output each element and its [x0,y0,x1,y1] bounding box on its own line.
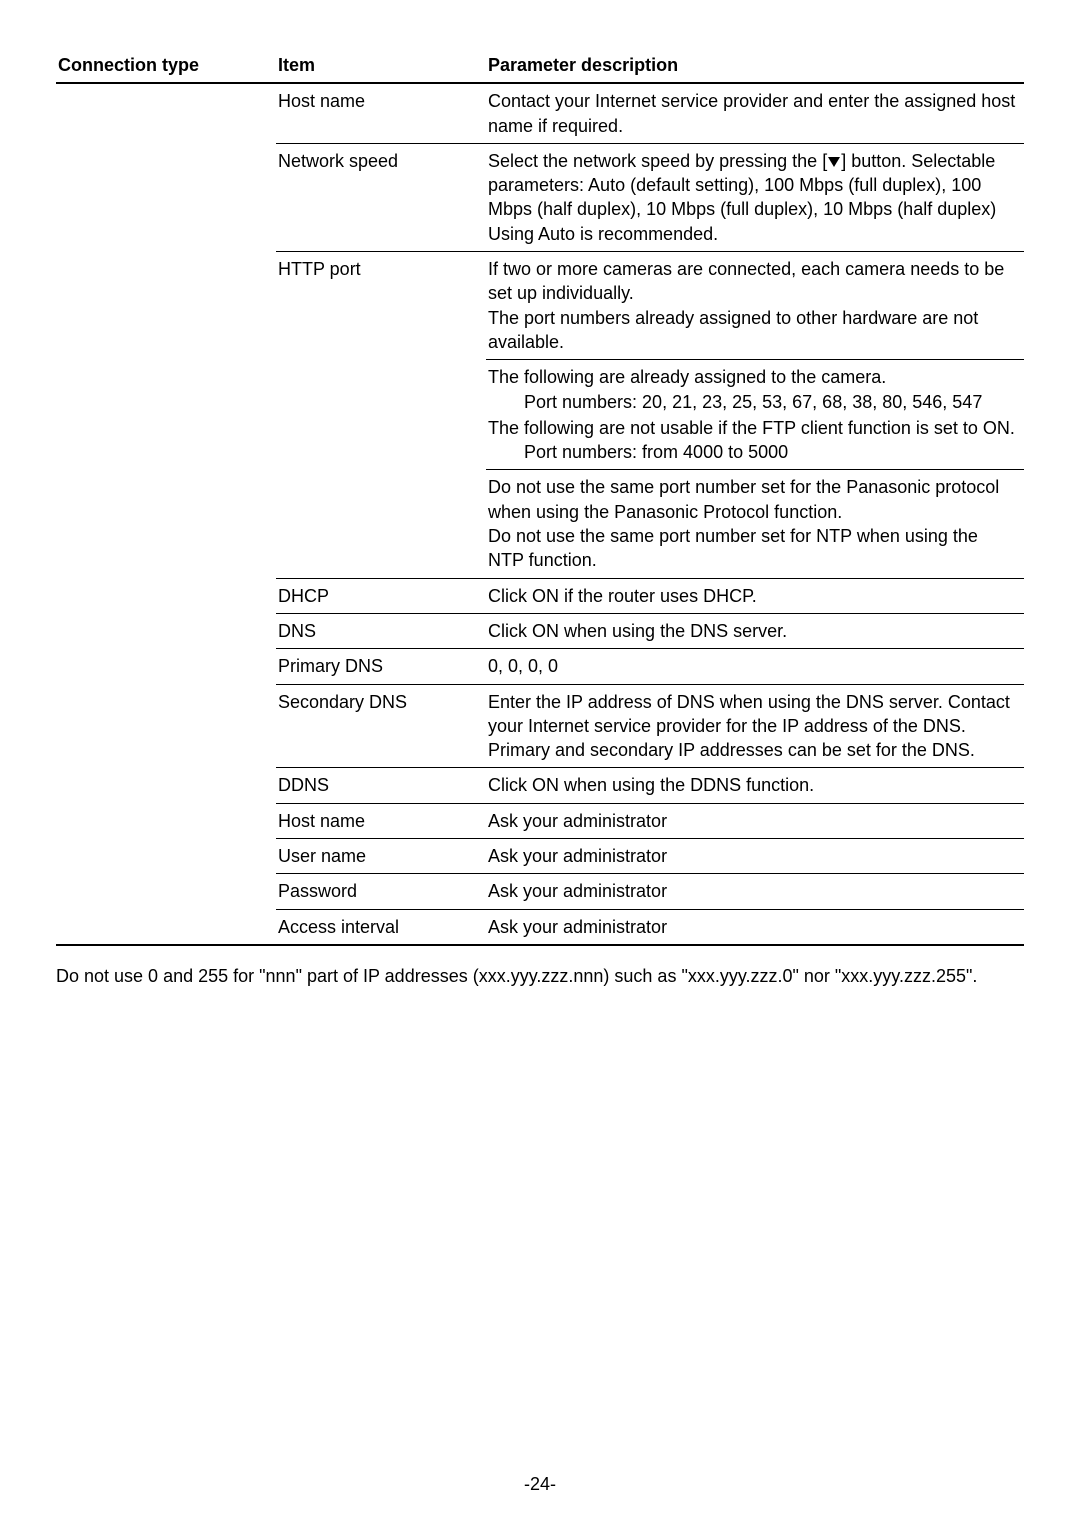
desc-http-port-1: If two or more cameras are connected, ea… [486,252,1024,360]
item-primary-dns: Primary DNS [276,649,486,684]
item-access-interval: Access interval [276,909,486,945]
item-secondary-dns: Secondary DNS [276,684,486,768]
desc-dns: Click ON when using the DNS server. [486,613,1024,648]
item-host-name-2: Host name [276,803,486,838]
desc-http-port-p4: The following are not usable if the FTP … [488,418,1015,438]
header-connection-type: Connection type [56,48,276,83]
row-host-name: Host name Contact your Internet service … [56,83,1024,143]
item-host-name: Host name [276,83,486,143]
desc-access-interval: Ask your administrator [486,909,1024,945]
desc-http-port-p3-ports: Port numbers: 20, 21, 23, 25, 53, 67, 68… [488,390,1018,414]
desc-http-port-p1: If two or more cameras are connected, ea… [488,259,1004,303]
desc-dhcp: Click ON if the router uses DHCP. [486,578,1024,613]
item-user-name: User name [276,839,486,874]
desc-secondary-dns: Enter the IP address of DNS when using t… [486,684,1024,768]
desc-http-port-p5: Do not use the same port number set for … [488,477,999,521]
desc-network-speed-pre: Select the network speed by pressing the… [488,151,827,171]
item-http-port: HTTP port [276,252,486,360]
desc-http-port-3: Do not use the same port number set for … [486,470,1024,578]
desc-password: Ask your administrator [486,874,1024,909]
parameters-table: Connection type Item Parameter descripti… [56,48,1024,946]
item-dns: DNS [276,613,486,648]
item-ddns: DDNS [276,768,486,803]
desc-host-name-2: Ask your administrator [486,803,1024,838]
header-parameter-description: Parameter description [486,48,1024,83]
desc-ddns: Click ON when using the DDNS function. [486,768,1024,803]
desc-http-port-p2: The port numbers already assigned to oth… [488,308,978,352]
desc-http-port-p3: The following are already assigned to th… [488,367,886,387]
desc-host-name: Contact your Internet service provider a… [486,83,1024,143]
down-triangle-icon [827,156,841,168]
desc-http-port-p4-ports: Port numbers: from 4000 to 5000 [488,440,1018,464]
desc-http-port-2: The following are already assigned to th… [486,360,1024,470]
desc-user-name: Ask your administrator [486,839,1024,874]
item-network-speed: Network speed [276,143,486,251]
header-item: Item [276,48,486,83]
page-container: Connection type Item Parameter descripti… [0,0,1080,1526]
page-number: -24- [0,1472,1080,1496]
footnote-text: Do not use 0 and 255 for "nnn" part of I… [56,964,1024,988]
item-password: Password [276,874,486,909]
table-header-row: Connection type Item Parameter descripti… [56,48,1024,83]
desc-http-port-p6: Do not use the same port number set for … [488,526,978,570]
desc-primary-dns: 0, 0, 0, 0 [486,649,1024,684]
item-dhcp: DHCP [276,578,486,613]
desc-network-speed: Select the network speed by pressing the… [486,143,1024,251]
